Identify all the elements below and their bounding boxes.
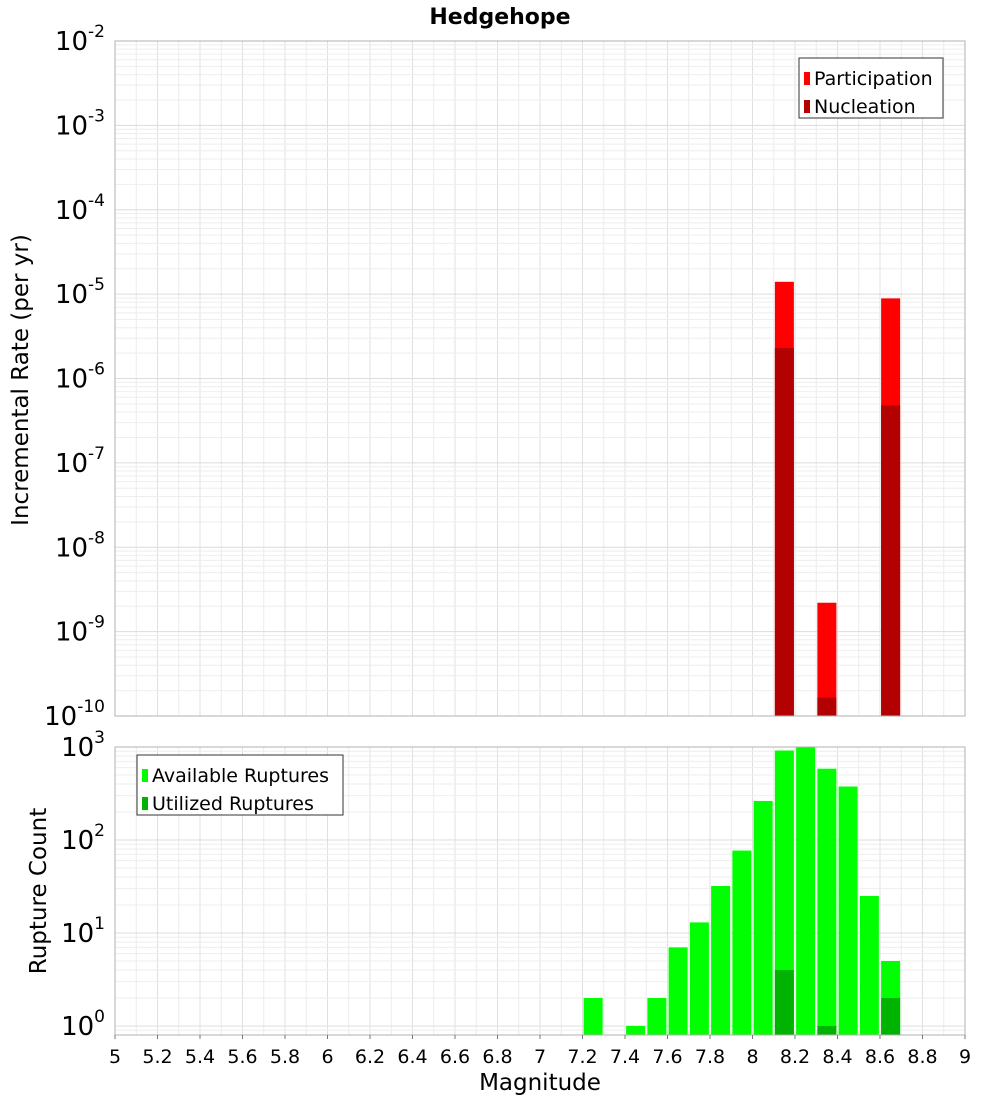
x-tick-label: 9 <box>959 1046 971 1068</box>
y-tick-label: 100 <box>61 1007 105 1042</box>
legend-swatch <box>142 797 148 810</box>
legend-box <box>136 754 344 816</box>
y-tick-label: 102 <box>61 821 105 856</box>
bar-utilized-ruptures <box>881 997 901 1035</box>
y-tick-label: 10-8 <box>55 528 105 563</box>
x-tick-label: 7.2 <box>567 1046 597 1068</box>
legend-box <box>798 57 944 119</box>
bar-available-ruptures <box>774 750 794 1035</box>
x-tick-label: 6.8 <box>482 1046 512 1068</box>
x-tick-label: 7 <box>534 1046 546 1068</box>
bar-utilized-ruptures <box>774 969 794 1035</box>
bar-nucleation <box>774 347 794 716</box>
bottom-y-axis-label: Rupture Count <box>26 808 52 974</box>
legend-swatch <box>804 100 810 113</box>
x-tick-label: 8 <box>746 1046 758 1068</box>
x-tick-label: 5.2 <box>142 1046 172 1068</box>
x-tick-label: 5.8 <box>270 1046 300 1068</box>
y-tick-label: 10-9 <box>55 613 105 648</box>
bar-available-ruptures <box>859 895 879 1035</box>
bar-available-ruptures <box>817 768 837 1035</box>
x-tick-label: 7.4 <box>610 1046 640 1068</box>
x-tick-label: 7.8 <box>695 1046 725 1068</box>
x-tick-label: 6.6 <box>440 1046 470 1068</box>
y-tick-label: 101 <box>61 914 105 949</box>
bar-available-ruptures <box>647 997 667 1035</box>
bar-available-ruptures <box>753 800 773 1035</box>
bar-available-ruptures <box>838 786 858 1035</box>
bar-available-ruptures <box>626 1025 646 1035</box>
y-tick-label: 10-2 <box>55 22 105 57</box>
x-tick-label: 8.2 <box>780 1046 810 1068</box>
bar-available-ruptures <box>583 997 603 1035</box>
bar-available-ruptures <box>668 947 688 1035</box>
top-plot: 10-10 10-9 10-8 10-7 10-6 10-5 10-4 10-3 10-2 Par… <box>44 22 966 732</box>
x-axis-label: Magnitude <box>479 1070 601 1096</box>
y-tick-label: 10-3 <box>55 106 105 141</box>
bar-participation <box>817 602 837 716</box>
legend-label: Nucleation <box>814 96 916 118</box>
top-y-axis-label: Incremental Rate (per yr) <box>8 234 34 526</box>
x-tick-label: 6 <box>321 1046 333 1068</box>
x-tick-label: 8.8 <box>907 1046 937 1068</box>
x-tick-label: 5 <box>109 1046 121 1068</box>
plot-frame <box>114 40 966 717</box>
x-tick-label: 7.6 <box>652 1046 682 1068</box>
x-tick-label: 5.4 <box>185 1046 215 1068</box>
bar-utilized-ruptures <box>817 1025 837 1035</box>
x-tick-label: 8.6 <box>865 1046 895 1068</box>
y-tick-label: 10-4 <box>55 191 105 226</box>
bar-available-ruptures <box>711 886 731 1035</box>
y-tick-label: 10-6 <box>55 360 105 395</box>
x-tick-label: 6.4 <box>397 1046 427 1068</box>
bar-nucleation <box>881 405 901 716</box>
y-tick-label: 10-5 <box>55 275 105 310</box>
y-tick-label: 10-7 <box>55 444 105 479</box>
x-tick-label: 8.4 <box>822 1046 852 1068</box>
legend-label: Participation <box>814 68 933 90</box>
legend-label: Utilized Ruptures <box>152 793 314 815</box>
legend-swatch <box>804 72 810 85</box>
legend-label: Available Ruptures <box>152 765 329 787</box>
bar-available-ruptures <box>689 922 709 1035</box>
bar-available-ruptures <box>796 747 816 1035</box>
bar-nucleation <box>817 697 837 716</box>
x-tick-label: 6.2 <box>355 1046 385 1068</box>
x-tick-label: 5.6 <box>227 1046 257 1068</box>
chart-title: Hedgehope <box>429 5 570 30</box>
legend-swatch <box>142 769 148 782</box>
y-tick-label: 10-10 <box>44 697 105 732</box>
y-tick-label: 103 <box>61 728 105 763</box>
bar-available-ruptures <box>732 850 752 1035</box>
